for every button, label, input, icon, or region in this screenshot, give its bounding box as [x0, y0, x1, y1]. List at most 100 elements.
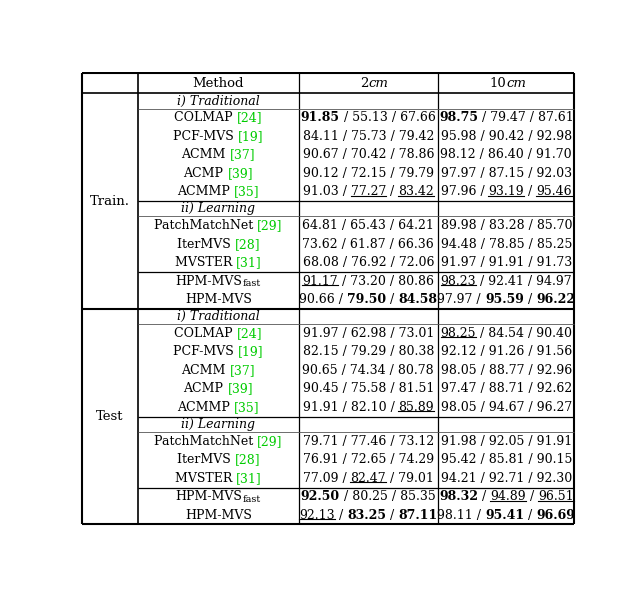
- Text: ACMM: ACMM: [181, 149, 230, 161]
- Text: 90.65 / 74.34 / 80.78: 90.65 / 74.34 / 80.78: [303, 364, 434, 377]
- Text: 91.03 /: 91.03 /: [303, 185, 351, 198]
- Text: 98.25: 98.25: [440, 327, 476, 340]
- Text: [37]: [37]: [230, 364, 255, 377]
- Text: [29]: [29]: [257, 219, 283, 232]
- Text: PatchMatchNet: PatchMatchNet: [154, 219, 257, 232]
- Text: 94.89: 94.89: [490, 490, 525, 503]
- Text: HPM-MVS: HPM-MVS: [176, 275, 243, 288]
- Text: 82.15 / 79.29 / 80.38: 82.15 / 79.29 / 80.38: [303, 345, 434, 359]
- Text: 91.91 / 82.10 /: 91.91 / 82.10 /: [303, 401, 399, 414]
- Text: IterMVS: IterMVS: [177, 238, 234, 251]
- Text: 98.12 / 86.40 / 91.70: 98.12 / 86.40 / 91.70: [440, 149, 572, 161]
- Text: 93.19: 93.19: [488, 185, 524, 198]
- Text: /: /: [386, 185, 398, 198]
- Text: 98.05 / 94.67 / 96.27: 98.05 / 94.67 / 96.27: [440, 401, 572, 414]
- Text: 91.97 / 91.91 / 91.73: 91.97 / 91.91 / 91.73: [440, 256, 572, 269]
- Text: 82.47: 82.47: [351, 472, 386, 485]
- Text: ACMP: ACMP: [184, 382, 228, 396]
- Text: Test: Test: [96, 410, 124, 423]
- Text: Method: Method: [193, 77, 244, 90]
- Text: / 84.54 / 90.40: / 84.54 / 90.40: [476, 327, 572, 340]
- Text: [37]: [37]: [230, 149, 255, 161]
- Text: cm: cm: [506, 77, 526, 90]
- Text: 97.47 / 88.71 / 92.62: 97.47 / 88.71 / 92.62: [440, 382, 572, 396]
- Text: /: /: [386, 509, 398, 522]
- Text: 85.89: 85.89: [399, 401, 434, 414]
- Text: / 79.47 / 87.61: / 79.47 / 87.61: [478, 111, 573, 124]
- Text: i) Traditional: i) Traditional: [177, 310, 260, 323]
- Text: 96.51: 96.51: [538, 490, 573, 503]
- Text: 90.67 / 70.42 / 78.86: 90.67 / 70.42 / 78.86: [303, 149, 434, 161]
- Text: [28]: [28]: [234, 238, 260, 251]
- Text: ACMMP: ACMMP: [177, 185, 234, 198]
- Text: [39]: [39]: [228, 382, 253, 396]
- Text: /: /: [386, 293, 399, 306]
- Text: 73.62 / 61.87 / 66.36: 73.62 / 61.87 / 66.36: [303, 238, 434, 251]
- Text: 91.97 / 62.98 / 73.01: 91.97 / 62.98 / 73.01: [303, 327, 434, 340]
- Text: 89.98 / 83.28 / 85.70: 89.98 / 83.28 / 85.70: [440, 219, 572, 232]
- Text: 77.09 /: 77.09 /: [303, 472, 351, 485]
- Text: [19]: [19]: [238, 345, 264, 359]
- Text: 83.42: 83.42: [398, 185, 434, 198]
- Text: 90.66 /: 90.66 /: [299, 293, 347, 306]
- Text: COLMAP: COLMAP: [174, 111, 237, 124]
- Text: 2: 2: [360, 77, 368, 90]
- Text: ii) Learning: ii) Learning: [181, 418, 255, 431]
- Text: HPM-MVS: HPM-MVS: [176, 490, 243, 503]
- Text: 91.85: 91.85: [301, 111, 340, 124]
- Text: 90.45 / 75.58 / 81.51: 90.45 / 75.58 / 81.51: [303, 382, 434, 396]
- Text: / 79.01: / 79.01: [386, 472, 434, 485]
- Text: PCF-MVS: PCF-MVS: [173, 345, 238, 359]
- Text: 95.59: 95.59: [485, 293, 524, 306]
- Text: [39]: [39]: [228, 167, 253, 180]
- Text: [35]: [35]: [234, 401, 260, 414]
- Text: 84.58: 84.58: [399, 293, 438, 306]
- Text: 98.75: 98.75: [439, 111, 478, 124]
- Text: 95.46: 95.46: [536, 185, 572, 198]
- Text: 91.98 / 92.05 / 91.91: 91.98 / 92.05 / 91.91: [440, 435, 572, 448]
- Text: 83.25: 83.25: [347, 509, 386, 522]
- Text: 95.42 / 85.81 / 90.15: 95.42 / 85.81 / 90.15: [440, 453, 572, 466]
- Text: HPM-MVS: HPM-MVS: [185, 293, 252, 306]
- Text: 95.98 / 90.42 / 92.98: 95.98 / 90.42 / 92.98: [441, 130, 572, 143]
- Text: MVSTER: MVSTER: [175, 472, 236, 485]
- Text: 92.50: 92.50: [301, 490, 340, 503]
- Text: Train.: Train.: [90, 194, 130, 208]
- Text: COLMAP: COLMAP: [174, 327, 237, 340]
- Text: 76.91 / 72.65 / 74.29: 76.91 / 72.65 / 74.29: [303, 453, 434, 466]
- Text: [29]: [29]: [257, 435, 283, 448]
- Text: / 73.20 / 80.86: / 73.20 / 80.86: [338, 275, 434, 288]
- Text: [31]: [31]: [236, 256, 262, 269]
- Text: 97.96 /: 97.96 /: [440, 185, 488, 198]
- Text: /: /: [525, 490, 538, 503]
- Text: 87.11: 87.11: [398, 509, 438, 522]
- Text: 92.12 / 91.26 / 91.56: 92.12 / 91.26 / 91.56: [440, 345, 572, 359]
- Text: [35]: [35]: [234, 185, 260, 198]
- Text: ACMP: ACMP: [184, 167, 228, 180]
- Text: [24]: [24]: [237, 111, 262, 124]
- Text: 92.13: 92.13: [299, 509, 335, 522]
- Text: 97.97 /: 97.97 /: [437, 293, 485, 306]
- Text: ACMMP: ACMMP: [177, 401, 234, 414]
- Text: fast: fast: [243, 279, 261, 288]
- Text: / 80.25 / 85.35: / 80.25 / 85.35: [340, 490, 436, 503]
- Text: IterMVS: IterMVS: [177, 453, 234, 466]
- Text: 94.48 / 78.85 / 85.25: 94.48 / 78.85 / 85.25: [440, 238, 572, 251]
- Text: /: /: [478, 490, 490, 503]
- Text: ii) Learning: ii) Learning: [181, 202, 255, 215]
- Text: /: /: [524, 509, 536, 522]
- Text: 95.41: 95.41: [485, 509, 524, 522]
- Text: /: /: [524, 185, 536, 198]
- Text: 79.71 / 77.46 / 73.12: 79.71 / 77.46 / 73.12: [303, 435, 434, 448]
- Text: 64.81 / 65.43 / 64.21: 64.81 / 65.43 / 64.21: [302, 219, 434, 232]
- Text: MVSTER: MVSTER: [175, 256, 236, 269]
- Text: 90.12 / 72.15 / 79.79: 90.12 / 72.15 / 79.79: [303, 167, 434, 180]
- Text: [28]: [28]: [234, 453, 260, 466]
- Text: 94.21 / 92.71 / 92.30: 94.21 / 92.71 / 92.30: [440, 472, 572, 485]
- Text: 84.11 / 75.73 / 79.42: 84.11 / 75.73 / 79.42: [303, 130, 434, 143]
- Text: 91.17: 91.17: [303, 275, 338, 288]
- Text: 10: 10: [490, 77, 506, 90]
- Text: [31]: [31]: [236, 472, 262, 485]
- Text: 97.97 / 87.15 / 92.03: 97.97 / 87.15 / 92.03: [441, 167, 572, 180]
- Text: /: /: [524, 293, 536, 306]
